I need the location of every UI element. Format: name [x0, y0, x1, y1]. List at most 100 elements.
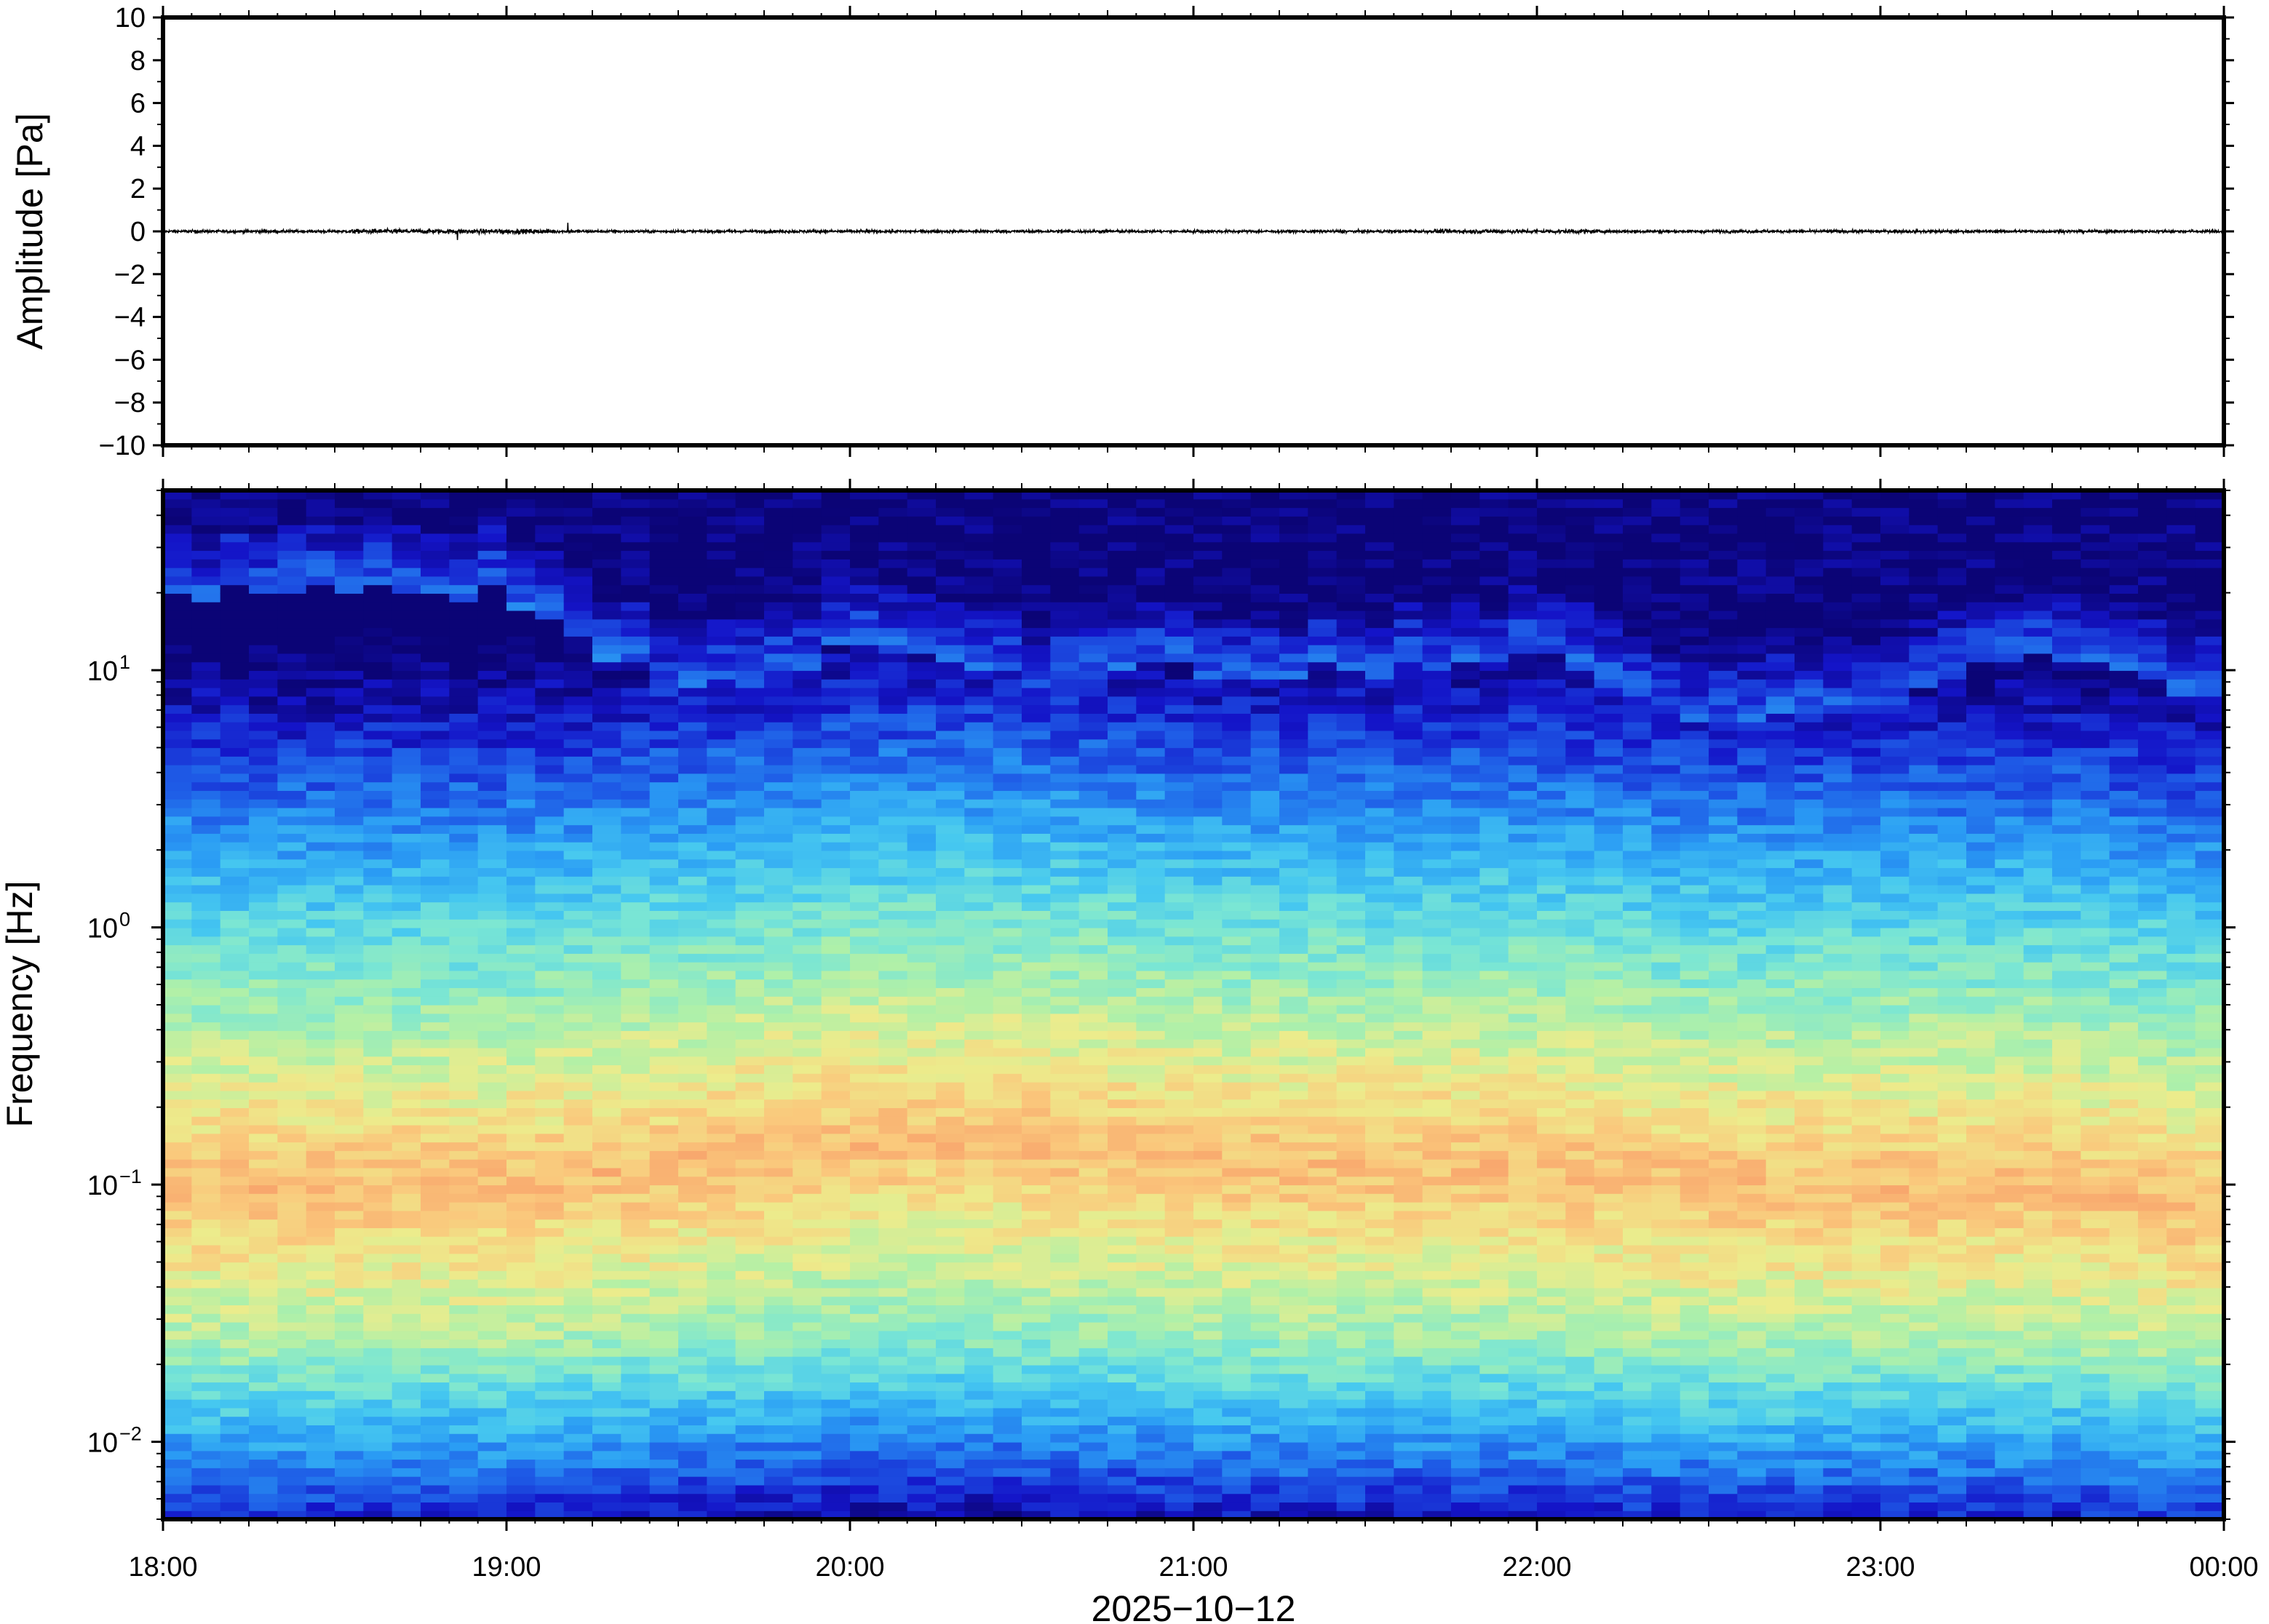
spectrogram-cell: [392, 816, 421, 826]
spectrogram-cell: [792, 1236, 822, 1246]
spectrogram-cell: [563, 618, 593, 629]
spectrogram-cell: [1022, 996, 1051, 1006]
spectrogram-cell: [163, 1244, 192, 1254]
spectrogram-cell: [850, 1047, 879, 1057]
spectrogram-cell: [735, 1407, 765, 1417]
spectrogram-cell: [449, 1107, 479, 1117]
spectrogram-cell: [220, 842, 250, 851]
spectrogram-cell: [1336, 1167, 1366, 1177]
spectrogram-cell: [764, 1425, 793, 1434]
spectrogram-cell: [220, 1407, 250, 1417]
spectrogram-cell: [993, 885, 1022, 894]
spectrogram-cell: [1050, 919, 1080, 928]
spectrogram-cell: [792, 498, 822, 509]
spectrogram-cell: [249, 1279, 278, 1289]
spectrogram-cell: [592, 927, 621, 937]
spectrogram-cell: [1164, 910, 1194, 920]
spectrogram-cell: [1193, 1313, 1223, 1323]
spectrogram-cell: [1222, 816, 1252, 826]
spectrogram-cell: [792, 756, 822, 765]
spectrogram-cell: [1164, 713, 1194, 723]
spectrogram-cell: [163, 1382, 192, 1391]
spectrogram-cell: [506, 987, 536, 997]
spectrogram-cell: [707, 1296, 736, 1306]
spectrogram-cell: [363, 679, 393, 688]
spectrogram-cell: [506, 1468, 536, 1477]
spectrogram-cell: [335, 987, 364, 997]
spectrogram-cell: [1078, 636, 1108, 645]
spectrogram-cell: [993, 1450, 1022, 1460]
spectrogram-cell: [621, 953, 651, 963]
spectrogram-cell: [1308, 901, 1338, 911]
spectrogram-cell: [764, 1382, 793, 1391]
spectrogram-cell: [649, 1090, 679, 1100]
spectrogram-cell: [1193, 910, 1223, 920]
spectrogram-cell: [1078, 944, 1108, 954]
spectrogram-cell: [477, 773, 507, 783]
spectrogram-cell: [1308, 885, 1338, 894]
spectrogram-cell: [621, 636, 651, 645]
spectrogram-cell: [621, 1193, 651, 1203]
spectrogram-cell: [592, 807, 621, 817]
spectrogram-cell: [1279, 610, 1308, 620]
spectrogram-cell: [964, 919, 994, 928]
spectrogram-cell: [392, 576, 421, 586]
spectrogram-cell: [363, 584, 393, 594]
spectrogram-cell: [421, 1348, 450, 1357]
spectrogram-cell: [850, 1082, 879, 1091]
spectrogram-cell: [707, 1425, 736, 1434]
spectrogram-cell: [907, 1167, 937, 1177]
spectrogram-cell: [1336, 1124, 1366, 1134]
spectrogram-cell: [1193, 1476, 1223, 1486]
spectrogram-cell: [792, 1468, 822, 1477]
spectrogram-cell: [649, 850, 679, 860]
spectrogram-cell: [163, 670, 192, 680]
spectrogram-cell: [1164, 756, 1194, 765]
spectrogram-cell: [1108, 1484, 1137, 1494]
spectrogram-cell: [477, 1348, 507, 1357]
spectrogram-cell: [1250, 1313, 1280, 1323]
spectrogram-cell: [506, 618, 536, 629]
spectrogram-cell: [1022, 1390, 1051, 1400]
spectrogram-cell: [1336, 936, 1366, 946]
spectrogram-cell: [1108, 1030, 1137, 1040]
spectrogram-cell: [735, 696, 765, 706]
spectrogram-cell: [563, 1185, 593, 1194]
spectrogram-cell: [535, 559, 565, 568]
spectrogram-cell: [1078, 593, 1108, 602]
spectrogram-cell: [735, 1450, 765, 1460]
spectrogram-cell: [1078, 893, 1108, 903]
spectrogram-cell: [1250, 979, 1280, 989]
spectrogram-cell: [1250, 1030, 1280, 1040]
spectrogram-cell: [735, 593, 765, 602]
spectrogram-cell: [277, 756, 307, 765]
spectrogram-cell: [1193, 790, 1223, 800]
spectrogram-cell: [163, 1441, 192, 1452]
spectrogram-cell: [477, 1390, 507, 1400]
spectrogram-cell: [993, 1039, 1022, 1048]
spectrogram-cell: [1050, 936, 1080, 946]
spectrogram-cell: [649, 602, 679, 611]
spectrogram-cell: [477, 996, 507, 1006]
spectrogram-cell: [1164, 550, 1194, 560]
spectrogram-cell: [1164, 1279, 1194, 1289]
spectrogram-cell: [907, 1287, 937, 1297]
spectrogram-cell: [1279, 1159, 1308, 1169]
spectrogram-cell: [936, 1493, 965, 1503]
spectrogram-cell: [592, 747, 621, 757]
spectrogram-cell: [191, 842, 221, 851]
spectrogram-cell: [335, 953, 364, 963]
spectrogram-cell: [449, 1219, 479, 1228]
spectrogram-cell: [506, 1476, 536, 1486]
spectrogram-cell: [392, 1133, 421, 1143]
spectrogram-cell: [707, 1107, 736, 1117]
spectrogram-cell: [392, 1339, 421, 1348]
spectrogram-cell: [821, 602, 851, 611]
spectrogram-cell: [306, 885, 335, 894]
spectrogram-cell: [563, 576, 593, 586]
spectrogram-cell: [363, 704, 393, 714]
spectrogram-cell: [1022, 498, 1051, 509]
spectrogram-cell: [220, 936, 250, 946]
spectrogram-cell: [306, 1142, 335, 1151]
spectrogram-cell: [1250, 1124, 1280, 1134]
